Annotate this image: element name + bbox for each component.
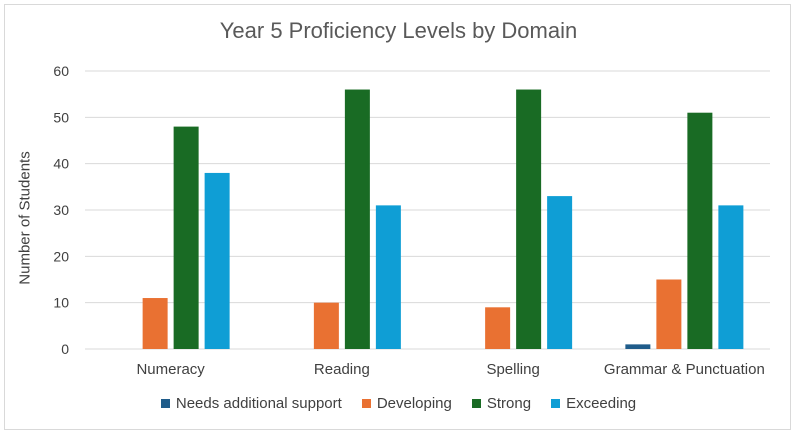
bar: [375, 205, 401, 349]
legend-label: Strong: [486, 395, 532, 412]
bar: [173, 126, 199, 349]
legend-item: Strong: [471, 395, 532, 412]
bar: [687, 112, 713, 349]
bar: [516, 89, 542, 350]
legend-label: Exceeding: [566, 395, 637, 412]
x-tick-label: Numeracy: [136, 361, 205, 378]
y-tick-label: 60: [53, 63, 69, 79]
legend-label: Developing: [376, 395, 452, 412]
legend-swatch: [160, 399, 170, 408]
y-tick-label: 20: [53, 248, 69, 264]
legend-item: Developing: [361, 395, 452, 412]
y-tick-label: 50: [53, 109, 69, 125]
y-tick-label: 0: [61, 341, 69, 357]
bar: [344, 89, 370, 350]
y-tick-label: 40: [53, 156, 69, 172]
bar: [313, 302, 339, 349]
legend-label: Needs additional support: [175, 395, 342, 412]
bar: [718, 205, 744, 349]
legend: Needs additional support Developing Strong…: [0, 395, 797, 412]
bar: [656, 279, 682, 349]
bar: [547, 196, 573, 349]
bar: [142, 298, 168, 349]
legend-item: Exceeding: [551, 395, 636, 412]
bar: [625, 344, 651, 349]
bar: [204, 172, 230, 349]
bar: [485, 307, 511, 349]
y-tick-label: 10: [53, 295, 69, 311]
chart-title: Year 5 Proficiency Levels by Domain: [219, 18, 578, 43]
x-tick-label: Reading: [314, 361, 370, 378]
legend-swatch: [361, 399, 371, 408]
legend-item: Needs additional support: [160, 395, 342, 412]
legend-swatch: [551, 399, 561, 408]
x-tick-label: Grammar & Punctuation: [604, 361, 765, 378]
x-tick-label: Spelling: [486, 361, 539, 378]
y-tick-label: 30: [53, 202, 69, 218]
legend-swatch: [471, 399, 481, 408]
